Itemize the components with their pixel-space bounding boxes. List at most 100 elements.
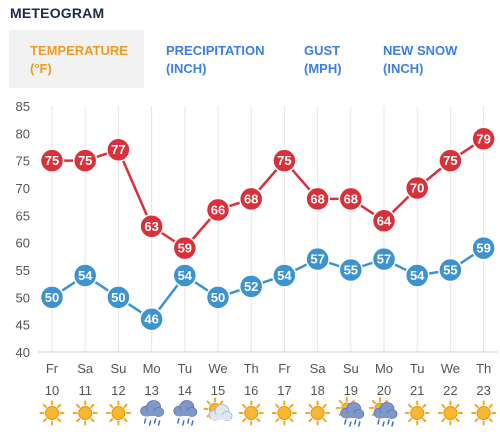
sun-icon xyxy=(39,400,65,426)
y-tick-label: 75 xyxy=(16,154,30,169)
low-temp-data-label: 50 xyxy=(211,290,225,305)
high-temp-point[interactable]: 79 xyxy=(471,126,496,152)
high-temp-point[interactable]: 77 xyxy=(106,137,131,162)
high-temp-point[interactable]: 68 xyxy=(305,186,330,212)
low-temp-point[interactable]: 59 xyxy=(471,235,496,261)
low-temp-point[interactable]: 57 xyxy=(305,246,330,272)
x-date-label: 20 xyxy=(377,383,391,398)
low-temp-data-label: 55 xyxy=(344,263,358,278)
low-temp-point[interactable]: 54 xyxy=(172,263,198,288)
low-temp-point[interactable]: 57 xyxy=(371,246,397,272)
low-temp-point[interactable]: 54 xyxy=(404,263,430,288)
sun-icon xyxy=(105,400,131,426)
y-tick-label: 70 xyxy=(16,181,30,196)
high-temp-point[interactable]: 75 xyxy=(438,148,463,173)
x-day-label: Fr xyxy=(278,361,291,376)
y-tick-label: 80 xyxy=(16,126,30,141)
page-title: METEOGRAM xyxy=(10,5,105,21)
sun-cloud-rain-icon xyxy=(369,397,398,427)
high-temp-data-label: 68 xyxy=(310,191,324,206)
rain-cloud-icon xyxy=(140,400,165,426)
y-tick-label: 65 xyxy=(16,208,30,223)
low-temp-data-label: 54 xyxy=(178,268,193,283)
y-tick-label: 85 xyxy=(16,99,30,114)
sun-icon xyxy=(238,400,264,426)
low-temp-point[interactable]: 55 xyxy=(338,257,364,283)
y-tick-label: 60 xyxy=(16,236,30,251)
tab-temperature-label: TEMPERATURE xyxy=(30,43,128,58)
high-temp-data-label: 68 xyxy=(244,191,258,206)
high-temp-data-label: 75 xyxy=(45,153,59,168)
low-temp-point[interactable]: 52 xyxy=(238,274,264,299)
high-temp-data-label: 77 xyxy=(111,142,125,157)
low-temp-data-label: 52 xyxy=(244,279,258,294)
low-temp-point[interactable]: 50 xyxy=(106,285,131,310)
tab-gust[interactable]: GUST (MPH) xyxy=(304,30,364,88)
tab-bar: TEMPERATURE (°F) PRECIPITATION (INCH) GU… xyxy=(9,30,500,88)
sun-icon xyxy=(271,400,297,426)
sun-icon xyxy=(437,400,463,426)
x-day-label: We xyxy=(208,361,227,376)
high-temp-point[interactable]: 59 xyxy=(172,235,198,261)
x-date-label: 15 xyxy=(211,383,225,398)
low-temp-data-label: 46 xyxy=(144,312,158,327)
x-day-label: Mo xyxy=(143,361,161,376)
low-temp-data-label: 55 xyxy=(443,263,457,278)
high-temp-data-label: 64 xyxy=(377,213,392,228)
high-temp-data-label: 68 xyxy=(344,191,358,206)
x-date-label: 18 xyxy=(310,383,324,398)
x-day-label: Tu xyxy=(177,361,192,376)
high-temp-data-label: 66 xyxy=(211,202,225,217)
low-temp-point[interactable]: 50 xyxy=(205,285,231,310)
meteogram-chart: 40 45 50 55 60 65 70 75 80 85 Fr 10 Sa 11 Su 12 Mo 13 Tu 14… xyxy=(16,99,498,427)
y-tick-label: 40 xyxy=(16,345,30,360)
tab-gust-unit: (MPH) xyxy=(304,61,342,76)
low-temp-point[interactable]: 54 xyxy=(72,263,98,288)
low-temp-data-label: 59 xyxy=(476,241,490,256)
high-temp-point[interactable]: 75 xyxy=(272,148,297,173)
partly-cloudy-icon xyxy=(203,397,233,421)
high-temp-point[interactable]: 64 xyxy=(371,208,397,234)
tab-precipitation[interactable]: PRECIPITATION (INCH) xyxy=(166,30,291,88)
high-temp-data-label: 70 xyxy=(410,181,424,196)
low-temp-data-label: 57 xyxy=(377,252,391,267)
x-day-label: Fr xyxy=(46,361,59,376)
y-tick-label: 50 xyxy=(16,290,30,305)
tab-precipitation-label: PRECIPITATION xyxy=(166,43,265,58)
x-day-label: Th xyxy=(244,361,259,376)
x-date-label: 16 xyxy=(244,383,258,398)
low-temp-data-label: 50 xyxy=(45,290,59,305)
sun-icon xyxy=(404,400,430,426)
sun-icon xyxy=(72,400,98,426)
x-date-label: 14 xyxy=(178,383,192,398)
x-date-label: 23 xyxy=(476,383,490,398)
low-temp-data-label: 54 xyxy=(78,268,93,283)
low-temp-point[interactable]: 50 xyxy=(39,285,65,310)
x-day-label: Sa xyxy=(77,361,94,376)
low-temp-point[interactable]: 46 xyxy=(139,306,164,332)
high-temp-point[interactable]: 75 xyxy=(72,148,98,173)
high-temp-data-label: 75 xyxy=(277,153,291,168)
low-temp-point[interactable]: 55 xyxy=(438,257,463,283)
high-temp-point[interactable]: 75 xyxy=(39,148,65,173)
high-temp-point[interactable]: 63 xyxy=(139,214,164,239)
y-tick-label: 55 xyxy=(16,263,30,278)
sun-icon xyxy=(471,400,497,426)
x-day-label: We xyxy=(441,361,460,376)
low-temp-data-label: 50 xyxy=(111,290,125,305)
tab-new-snow-unit: (INCH) xyxy=(383,61,424,76)
x-day-label: Th xyxy=(476,361,491,376)
high-temp-point[interactable]: 68 xyxy=(338,186,364,212)
low-temp-point[interactable]: 54 xyxy=(272,263,297,288)
x-date-label: 21 xyxy=(410,383,424,398)
x-date-label: 19 xyxy=(344,383,358,398)
x-day-label: Su xyxy=(110,361,126,376)
tab-new-snow[interactable]: NEW SNOW (INCH) xyxy=(383,30,493,88)
x-date-label: 13 xyxy=(144,383,158,398)
high-temp-point[interactable]: 68 xyxy=(238,186,264,212)
x-day-label: Sa xyxy=(310,361,327,376)
tab-temperature[interactable]: TEMPERATURE (°F) xyxy=(9,30,144,88)
high-temp-point[interactable]: 70 xyxy=(404,175,430,201)
x-date-label: 10 xyxy=(45,383,59,398)
high-temp-point[interactable]: 66 xyxy=(205,197,231,223)
